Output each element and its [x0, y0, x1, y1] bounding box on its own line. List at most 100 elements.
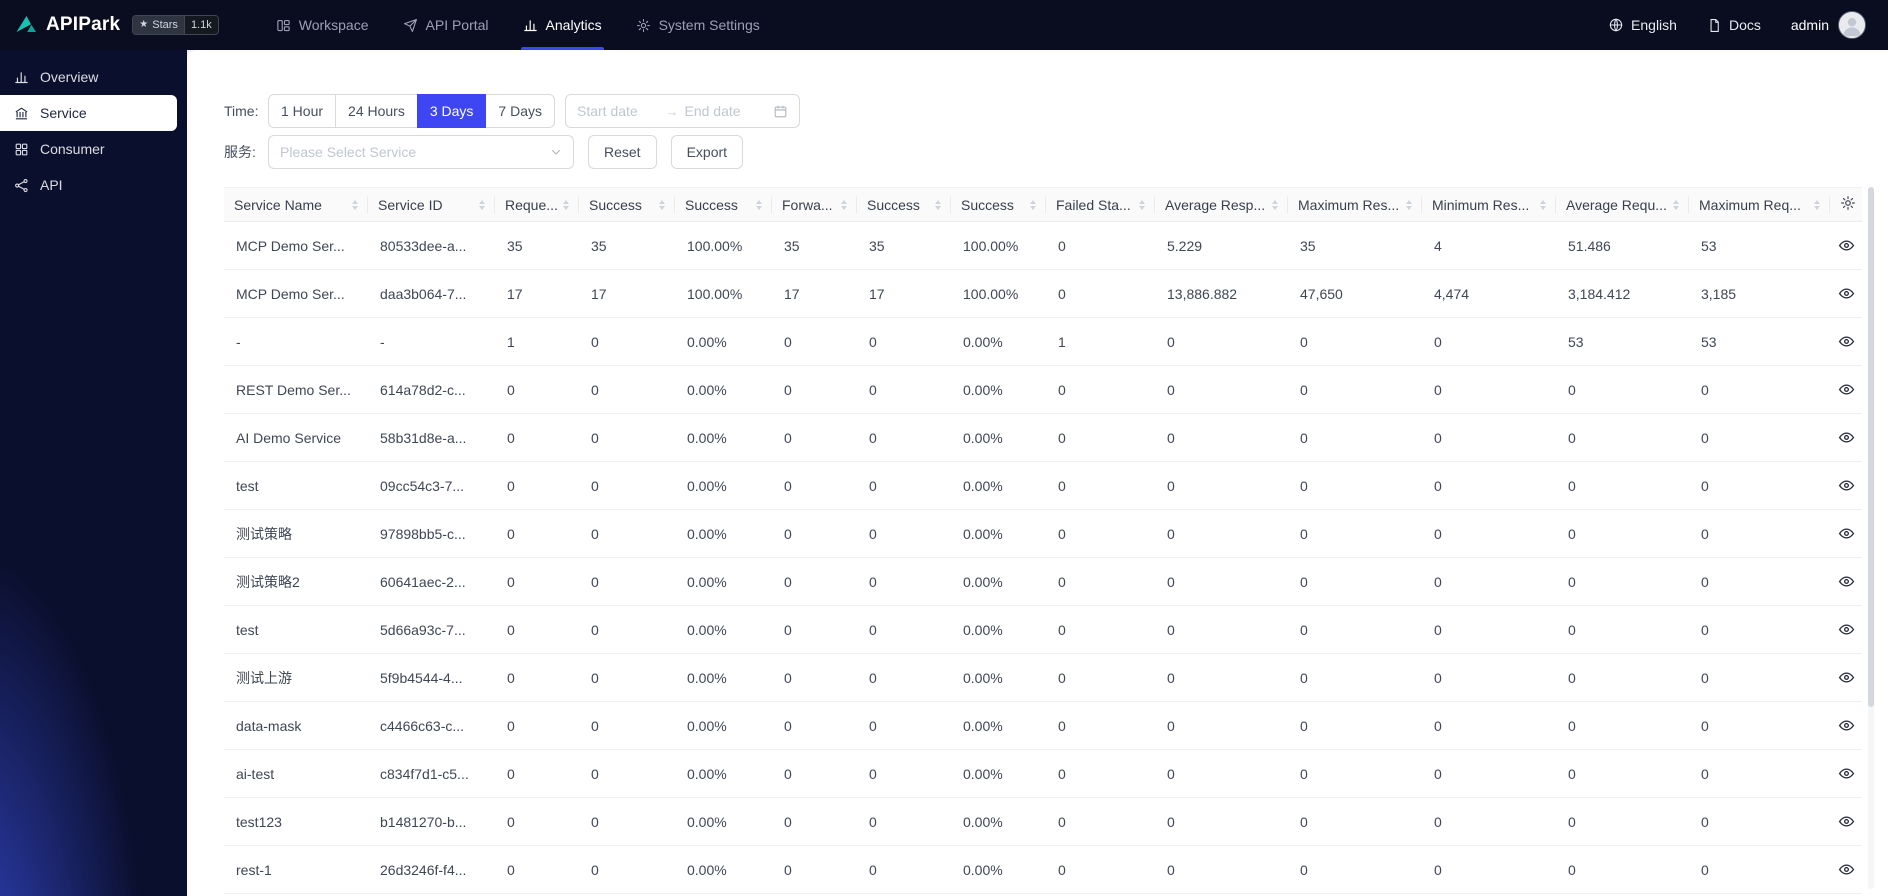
sort-icons[interactable] — [1814, 199, 1820, 210]
user-menu[interactable]: admin — [1791, 11, 1866, 39]
end-date-input[interactable]: End date — [684, 103, 741, 119]
view-details-icon[interactable] — [1838, 765, 1855, 782]
cell: 3,185 — [1689, 269, 1830, 318]
column-header[interactable]: Success — [675, 187, 772, 222]
column-header[interactable]: Maximum Res... — [1288, 187, 1422, 222]
nav-item-label: Workspace — [298, 17, 369, 33]
cell: 0 — [495, 845, 579, 894]
cell: 0 — [579, 509, 675, 558]
cell: 0 — [857, 413, 951, 462]
column-header[interactable]: Minimum Res... — [1422, 187, 1556, 222]
github-stars-badge[interactable]: ★ Stars 1.1k — [132, 15, 219, 35]
column-header[interactable]: Average Requ... — [1556, 187, 1689, 222]
time-option-7-days[interactable]: 7 Days — [485, 94, 555, 128]
sort-icons[interactable] — [1139, 199, 1145, 210]
sort-icons[interactable] — [935, 199, 941, 210]
column-header[interactable]: Failed Sta... — [1046, 187, 1155, 222]
docs-link[interactable]: Docs — [1707, 17, 1761, 33]
table-row: AI Demo Service 58b31d8e-a... 0 0 0.00% 0 0 0.0… — [224, 413, 1862, 462]
cell: 0 — [1689, 797, 1830, 846]
column-header[interactable]: Success — [951, 187, 1046, 222]
time-option-1-hour[interactable]: 1 Hour — [268, 94, 337, 128]
cell: 100.00% — [951, 269, 1046, 318]
view-details-icon[interactable] — [1838, 333, 1855, 350]
cell: 0 — [579, 653, 675, 702]
settings-icon[interactable] — [1840, 195, 1856, 211]
cell: 0 — [1689, 701, 1830, 750]
cell: 0 — [1556, 653, 1689, 702]
nav-item-label: System Settings — [658, 17, 760, 33]
sidebar-item-service[interactable]: Service — [0, 95, 177, 131]
cell: rest-1 — [224, 845, 368, 894]
sort-icons[interactable] — [352, 199, 358, 210]
view-details-icon[interactable] — [1838, 237, 1855, 254]
language-selector[interactable]: English — [1608, 17, 1677, 33]
cell: 0 — [579, 461, 675, 510]
cell: 51.486 — [1556, 221, 1689, 270]
column-header[interactable]: Maximum Req... — [1689, 187, 1830, 222]
view-details-icon[interactable] — [1838, 621, 1855, 638]
logo[interactable]: APIPark ★ Stars 1.1k — [0, 13, 233, 37]
sidebar-item-api[interactable]: API — [0, 167, 187, 203]
view-details-icon[interactable] — [1838, 573, 1855, 590]
service-select[interactable]: Please Select Service — [268, 135, 574, 169]
column-header[interactable]: Success — [579, 187, 675, 222]
cell: 0.00% — [675, 413, 772, 462]
cell: 53 — [1689, 317, 1830, 366]
sort-icons[interactable] — [659, 199, 665, 210]
nav-item-system-settings[interactable]: System Settings — [619, 0, 777, 50]
sort-icons[interactable] — [1540, 199, 1546, 210]
sort-icons[interactable] — [563, 199, 569, 210]
cell: 0 — [1556, 797, 1689, 846]
column-header[interactable]: Reque... — [495, 187, 579, 222]
view-details-icon[interactable] — [1838, 477, 1855, 494]
sort-icons[interactable] — [1673, 199, 1679, 210]
export-button[interactable]: Export — [670, 135, 744, 169]
nav-item-workspace[interactable]: Workspace — [259, 0, 386, 50]
table-scrollbar[interactable] — [1868, 187, 1874, 889]
sort-icons[interactable] — [1406, 199, 1412, 210]
view-details-icon[interactable] — [1838, 813, 1855, 830]
column-header[interactable]: Service Name — [224, 187, 368, 222]
view-details-icon[interactable] — [1838, 669, 1855, 686]
view-details-icon[interactable] — [1838, 429, 1855, 446]
sort-icons[interactable] — [1272, 199, 1278, 210]
cell: 0 — [1155, 557, 1288, 606]
view-details-icon[interactable] — [1838, 861, 1855, 878]
sort-icons[interactable] — [1030, 199, 1036, 210]
view-details-icon[interactable] — [1838, 285, 1855, 302]
time-option-3-days[interactable]: 3 Days — [416, 94, 487, 128]
sidebar-item-label: Overview — [40, 69, 99, 85]
time-option-24-hours[interactable]: 24 Hours — [335, 94, 418, 128]
column-header[interactable]: Success — [857, 187, 951, 222]
scrollbar-thumb[interactable] — [1868, 187, 1874, 707]
date-range-picker[interactable]: Start date → End date — [565, 94, 800, 128]
cell: 0 — [495, 653, 579, 702]
cell: 0 — [772, 413, 857, 462]
cell: c4466c63-c... — [368, 701, 495, 750]
start-date-input[interactable]: Start date — [577, 103, 638, 119]
sidebar-item-overview[interactable]: Overview — [0, 59, 187, 95]
cell: - — [224, 317, 368, 366]
column-header[interactable]: Average Resp... — [1155, 187, 1288, 222]
view-details-icon[interactable] — [1838, 717, 1855, 734]
column-settings-header[interactable] — [1830, 187, 1862, 222]
cell: AI Demo Service — [224, 413, 368, 462]
cell: 0.00% — [951, 701, 1046, 750]
cell: ai-test — [224, 749, 368, 798]
sort-icons[interactable] — [479, 199, 485, 210]
cell: 0.00% — [951, 365, 1046, 414]
reset-button[interactable]: Reset — [588, 135, 657, 169]
nav-item-api-portal[interactable]: API Portal — [386, 0, 506, 50]
nav-item-analytics[interactable]: Analytics — [506, 0, 619, 50]
view-details-icon[interactable] — [1838, 525, 1855, 542]
column-header[interactable]: Service ID — [368, 187, 495, 222]
column-header[interactable]: Forwa... — [772, 187, 857, 222]
sort-icons[interactable] — [841, 199, 847, 210]
sidebar-item-consumer[interactable]: Consumer — [0, 131, 187, 167]
view-details-icon[interactable] — [1838, 381, 1855, 398]
cell: 0 — [495, 461, 579, 510]
sort-icons[interactable] — [756, 199, 762, 210]
row-actions — [1830, 413, 1862, 462]
cell: 4,474 — [1422, 269, 1556, 318]
